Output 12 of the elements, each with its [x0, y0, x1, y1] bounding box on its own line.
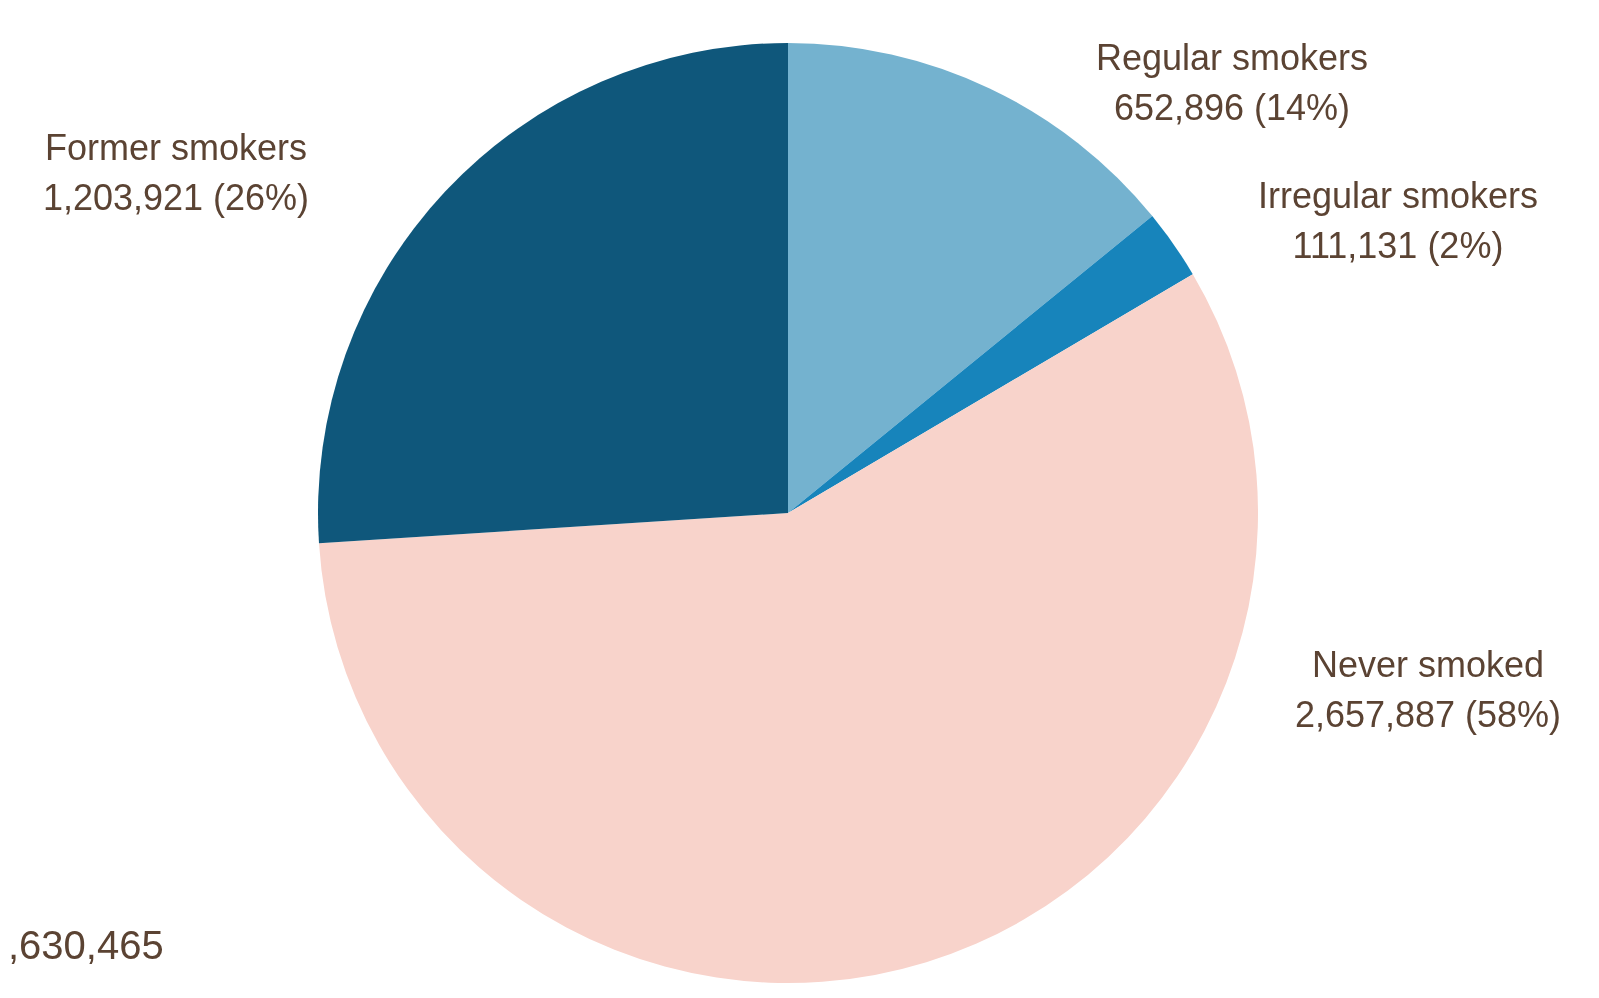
slice-label: Irregular smokers — [1257, 175, 1539, 216]
data-label: 652,896 (14%) — [1113, 87, 1351, 128]
pie-slice — [318, 43, 788, 544]
data-label: 1,203,921 (26%) — [42, 177, 310, 218]
pie-slice — [318, 274, 1258, 983]
data-label: 2,657,887 (58%) — [1294, 694, 1562, 735]
slice-label: Regular smokers — [1095, 37, 1369, 78]
text: ,630,465 — [8, 923, 164, 968]
slice-label: Former smokers — [44, 127, 308, 168]
pie-slice — [788, 216, 1193, 513]
slice-label: Never smoked — [1311, 644, 1545, 685]
data-label: 111,131 (2%) — [1292, 225, 1504, 266]
